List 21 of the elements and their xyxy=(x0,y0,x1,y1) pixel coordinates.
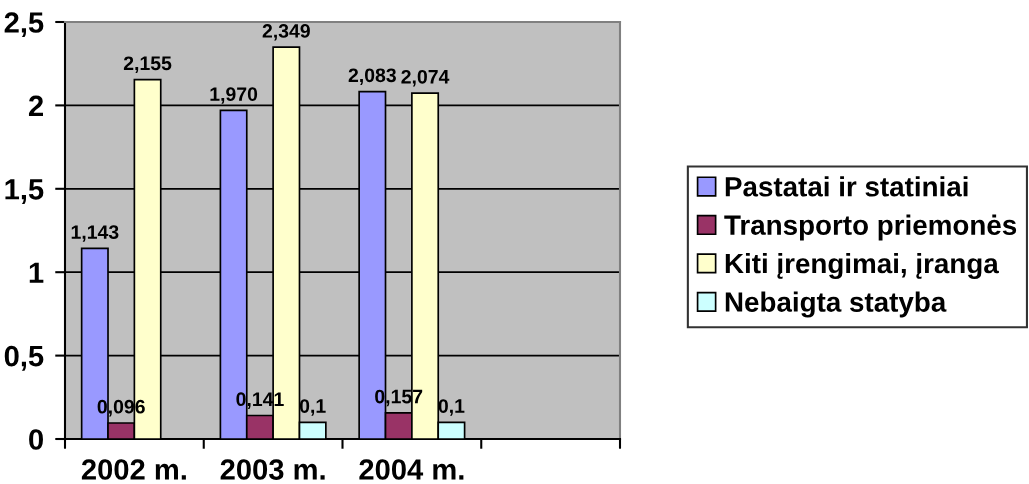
y-tick-label: 0 xyxy=(29,429,43,450)
y-tick-label: 1 xyxy=(29,262,44,283)
data-label: 0,1 xyxy=(438,399,465,416)
y-tick-label: 2 xyxy=(28,95,43,116)
legend-label: Nebaigta statyba xyxy=(725,291,947,318)
legend-label: Kiti įrengimai, įranga xyxy=(725,252,999,279)
data-label: 0,1 xyxy=(299,399,326,416)
data-label: 2,074 xyxy=(401,69,450,87)
legend-label: Pastatai ir statiniai xyxy=(725,176,968,197)
x-tick-label: 2004 m. xyxy=(359,459,464,480)
data-label: 1,143 xyxy=(71,225,119,242)
y-tick-label: 2,5 xyxy=(4,12,44,38)
y-tick-label: 1,5 xyxy=(5,179,44,204)
data-label: 2,349 xyxy=(262,24,310,41)
data-label: 1,970 xyxy=(210,87,258,104)
y-tick-label: 0,5 xyxy=(4,345,44,371)
data-label: 2,083 xyxy=(348,68,396,85)
legend-label: Transporto priemonės xyxy=(724,214,1017,241)
x-tick-label: 2002 m. xyxy=(81,459,186,480)
data-label: 2,155 xyxy=(123,56,172,73)
x-tick-label: 2003 m. xyxy=(220,459,325,480)
